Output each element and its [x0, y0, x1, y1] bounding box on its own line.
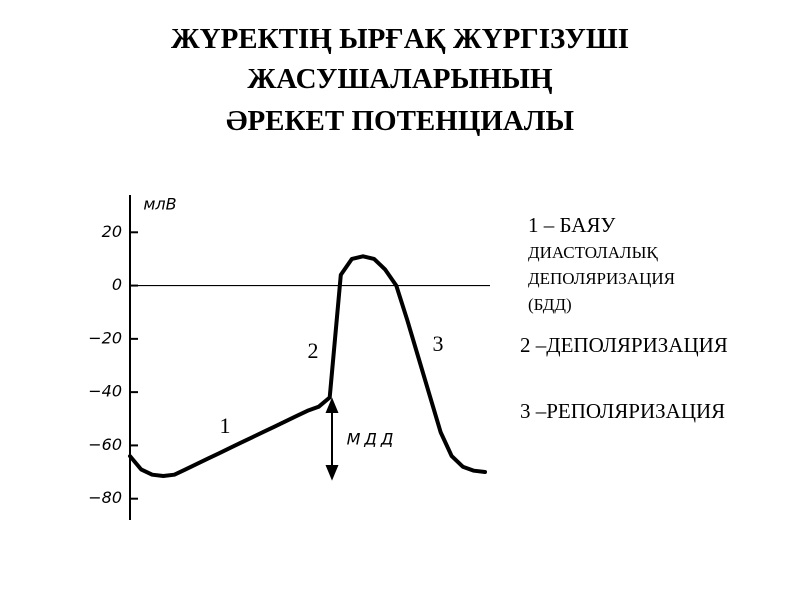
mdd-arrow — [325, 397, 339, 481]
title-line: ЖҮРЕКТІҢ ЫРҒАҚ ЖҮРГІЗУШІ — [171, 23, 629, 55]
title-line: ӘРЕКЕТ ПОТЕНЦИАЛЫ — [226, 105, 574, 137]
y-tick-label: 20 — [102, 222, 122, 241]
y-tick-label: −60 — [88, 435, 122, 454]
y-tick-label: −20 — [88, 328, 122, 347]
legend-text: (БДД) — [528, 295, 572, 314]
phase-label: 2 — [308, 338, 319, 363]
title-line: ЖАСУШАЛАРЫНЫҢ — [247, 63, 553, 95]
y-axis-label: млВ — [143, 195, 176, 214]
action-potential-curve — [128, 254, 487, 478]
y-tick-label: 0 — [112, 275, 122, 294]
legend-text: 3 –РЕПОЛЯРИЗАЦИЯ — [520, 399, 725, 423]
legend-text: 1 – БАЯУ — [528, 213, 615, 237]
mdd-label: МДД — [347, 430, 398, 449]
phase-label: 1 — [220, 413, 231, 438]
legend-text: ДИАСТОЛАЛЫҚ — [528, 243, 658, 262]
y-tick-label: −40 — [88, 382, 122, 401]
y-tick-label: −80 — [88, 488, 122, 507]
phase-label: 3 — [433, 331, 444, 356]
legend-text: 2 –ДЕПОЛЯРИЗАЦИЯ — [520, 333, 728, 357]
legend-text: ДЕПОЛЯРИЗАЦИЯ — [528, 269, 675, 288]
